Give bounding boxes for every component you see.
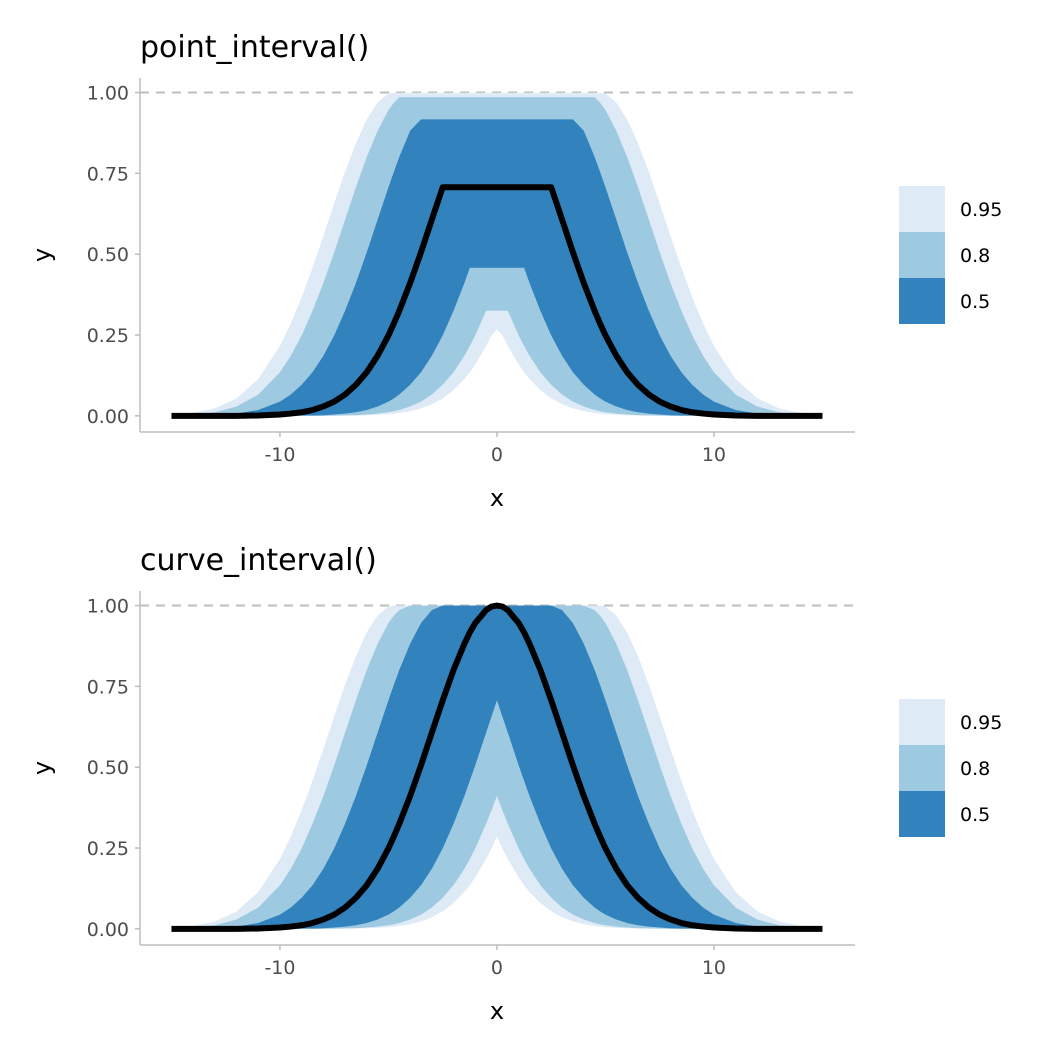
y-tick-label: 0.00 xyxy=(87,406,129,428)
legend-label: 0.95 xyxy=(960,199,1002,221)
legend-key-0.8 xyxy=(899,745,945,791)
legend-label: 0.95 xyxy=(960,712,1002,734)
y-tick-label: 1.00 xyxy=(87,83,129,105)
y-tick-label: 0.75 xyxy=(87,676,129,698)
panel-2: curve_interval()0.000.250.500.751.00-10 0… xyxy=(28,543,1002,1025)
y-tick-label: 0.75 xyxy=(87,163,129,185)
chart-title: point_interval() xyxy=(140,30,369,65)
interval-band-0.5 xyxy=(171,119,823,416)
x-tick-label: 10 xyxy=(702,957,726,979)
legend-key-0.95 xyxy=(899,186,945,232)
legend-key-0.8 xyxy=(899,232,945,278)
legend-key-0.5 xyxy=(899,278,945,324)
panel-1: point_interval()0.000.250.500.751.00-10 0… xyxy=(28,30,1002,512)
x-tick-label: -10 xyxy=(264,444,295,466)
interval-band-0.5 xyxy=(171,605,823,929)
legend-key-0.95 xyxy=(899,699,945,745)
y-tick-label: 0.25 xyxy=(87,325,129,347)
x-tick-label: 0 xyxy=(491,444,503,466)
chart-title: curve_interval() xyxy=(140,543,377,578)
x-axis-title: x xyxy=(490,997,504,1025)
y-tick-label: 0.50 xyxy=(87,757,129,779)
legend-label: 0.5 xyxy=(960,291,990,313)
y-axis-title: y xyxy=(28,761,56,775)
y-tick-label: 0.25 xyxy=(87,838,129,860)
legend: 0.95 0.8 0.5 xyxy=(899,699,1002,837)
y-tick-label: 1.00 xyxy=(87,596,129,618)
x-tick-label: -10 xyxy=(264,957,295,979)
legend-label: 0.5 xyxy=(960,804,990,826)
interval-band-0.8 xyxy=(171,605,823,929)
x-tick-label: 10 xyxy=(702,444,726,466)
y-tick-label: 0.00 xyxy=(87,919,129,941)
legend-label: 0.8 xyxy=(960,758,990,780)
y-axis-title: y xyxy=(28,248,56,262)
y-tick-label: 0.50 xyxy=(87,244,129,266)
median-line xyxy=(171,602,823,932)
legend-label: 0.8 xyxy=(960,245,990,267)
x-axis-title: x xyxy=(490,484,504,512)
legend: 0.95 0.8 0.5 xyxy=(899,186,1002,324)
legend-key-0.5 xyxy=(899,791,945,837)
median-line xyxy=(171,184,823,419)
x-tick-label: 0 xyxy=(491,957,503,979)
